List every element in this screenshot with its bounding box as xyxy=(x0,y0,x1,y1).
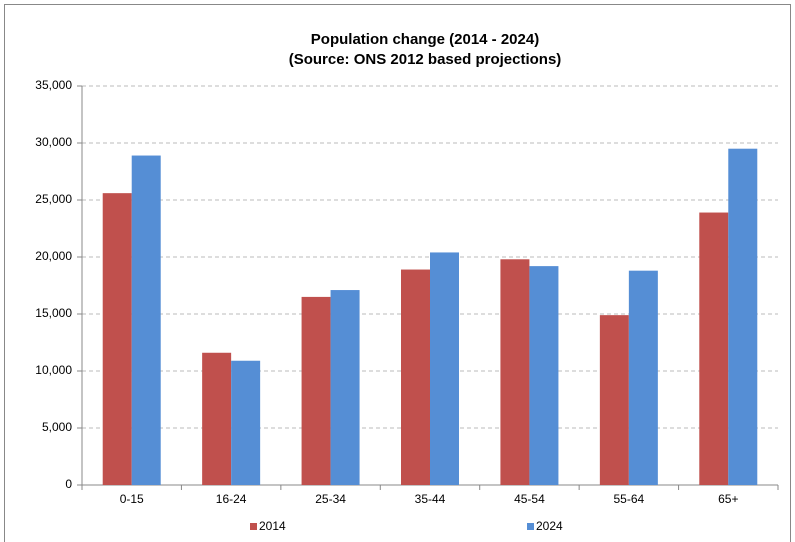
bar xyxy=(430,252,459,485)
chart-title: Population change (2014 - 2024) xyxy=(311,31,539,48)
bar xyxy=(728,148,758,485)
bar xyxy=(628,270,658,485)
legend-label: 2014 xyxy=(259,519,286,533)
y-tick-label: 35,000 xyxy=(35,78,72,92)
x-tick-label: 25-34 xyxy=(315,492,346,506)
bar xyxy=(599,315,629,485)
bar xyxy=(202,352,232,485)
x-tick-label: 55-64 xyxy=(614,492,645,506)
legend-label: 2024 xyxy=(536,519,563,533)
bar xyxy=(231,360,261,485)
x-tick-label: 16-24 xyxy=(216,492,247,506)
y-tick-label: 5,000 xyxy=(42,420,72,434)
y-tick-label: 20,000 xyxy=(35,249,72,263)
bar xyxy=(699,212,729,486)
y-tick-label: 25,000 xyxy=(35,192,72,206)
legend-swatch xyxy=(250,523,257,530)
bar xyxy=(401,269,430,485)
y-tick-label: 30,000 xyxy=(35,135,72,149)
legend-swatch xyxy=(527,523,534,530)
y-tick-label: 15,000 xyxy=(35,306,72,320)
x-tick-label: 45-54 xyxy=(514,492,545,506)
y-tick-label: 0 xyxy=(65,477,72,491)
bar xyxy=(301,296,331,485)
bar xyxy=(330,290,360,485)
x-tick-label: 0-15 xyxy=(120,492,144,506)
bar xyxy=(500,259,530,485)
bar xyxy=(131,155,161,486)
x-tick-label: 65+ xyxy=(718,492,738,506)
bar xyxy=(529,266,559,485)
x-tick-label: 35-44 xyxy=(415,492,446,506)
chart-subtitle: (Source: ONS 2012 based projections) xyxy=(289,51,562,68)
y-tick-label: 10,000 xyxy=(35,363,72,377)
bar xyxy=(102,193,132,485)
